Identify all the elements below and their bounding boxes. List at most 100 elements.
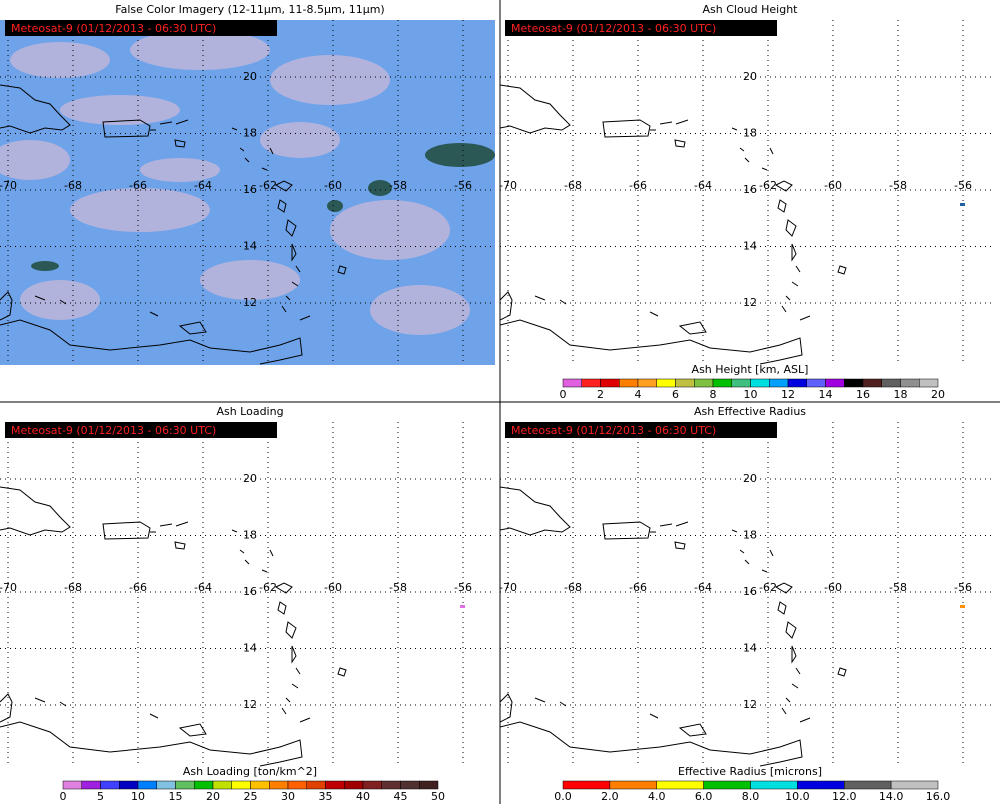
longitude-label: -60 — [824, 581, 842, 594]
longitude-label: -62 — [259, 179, 277, 192]
colorbar-swatch — [797, 780, 845, 790]
latitude-label: 14 — [243, 642, 257, 655]
colorbar-tick: 12 — [781, 388, 795, 401]
longitude-label: -66 — [629, 179, 647, 192]
coastline — [500, 84, 847, 365]
colorbar-swatch — [694, 378, 714, 388]
colorbar-tick: 5 — [97, 790, 104, 803]
longitude-label: -68 — [64, 581, 82, 594]
colorbar-swatch — [344, 780, 364, 790]
colorbar-tick: 20 — [206, 790, 220, 803]
banner: Meteosat-9 (01/12/2013 - 06:30 UTC) — [511, 22, 716, 35]
colorbar-swatch — [250, 780, 270, 790]
colorbar-swatch — [656, 378, 676, 388]
colorbar-tick: 0 — [560, 388, 567, 401]
map-panel: False Color Imagery (12-11μm, 11-8.5μm, … — [0, 3, 495, 365]
longitude-label: -58 — [889, 179, 907, 192]
latitude-label: 16 — [243, 183, 257, 196]
ash-pixel — [460, 605, 465, 608]
colorbar-swatch — [750, 780, 798, 790]
colorbar-swatch — [194, 780, 214, 790]
banner: Meteosat-9 (01/12/2013 - 06:30 UTC) — [11, 22, 216, 35]
cloud — [130, 30, 270, 70]
colorbar-tick: 2.0 — [601, 790, 619, 803]
longitude-label: -68 — [64, 179, 82, 192]
cloud — [370, 285, 470, 335]
colorbar-swatch — [81, 780, 101, 790]
longitude-label: -58 — [889, 581, 907, 594]
colorbar-swatch — [269, 780, 289, 790]
longitude-label: -68 — [564, 581, 582, 594]
colorbar-tick: 25 — [244, 790, 258, 803]
latitude-label: 16 — [243, 585, 257, 598]
colorbar-swatch — [919, 378, 939, 388]
map-panel: Ash Effective Radius 20 18 16 14 12 -70 -68 -66 -… — [499, 405, 995, 803]
cloud — [70, 188, 210, 232]
colorbar-tick: 12.0 — [832, 790, 857, 803]
colorbar-tick: 6 — [672, 388, 679, 401]
colorbar-swatch — [750, 378, 770, 388]
colorbar-tick: 8.0 — [742, 790, 760, 803]
colorbar-swatch — [609, 780, 657, 790]
colorbar-tick: 16 — [856, 388, 870, 401]
colorbar-swatch — [731, 378, 751, 388]
colorbar-swatch — [156, 780, 176, 790]
latitude-label: 20 — [743, 472, 757, 485]
longitude-label: -70 — [499, 179, 517, 192]
latitude-label: 16 — [743, 585, 757, 598]
coastline — [500, 486, 847, 767]
ash-signal — [327, 200, 343, 212]
banner-bg — [505, 20, 777, 36]
latitude-label: 18 — [243, 127, 257, 140]
colorbar-tick: 2 — [597, 388, 604, 401]
ash-signal — [31, 261, 59, 271]
cloud — [0, 140, 70, 180]
colorbar-tick: 8 — [710, 388, 717, 401]
latitude-label: 16 — [743, 183, 757, 196]
colorbar-swatch — [562, 378, 582, 388]
cloud — [200, 260, 300, 300]
longitude-label: -56 — [454, 179, 472, 192]
colorbar-tick: 0.0 — [554, 790, 572, 803]
coastline — [0, 486, 347, 767]
map-area — [0, 20, 495, 365]
longitude-label: -64 — [694, 581, 712, 594]
colorbar-swatch — [325, 780, 345, 790]
latitude-label: 20 — [743, 70, 757, 83]
colorbar-swatch — [656, 780, 704, 790]
latitude-label: 14 — [743, 642, 757, 655]
colorbar-swatch — [212, 780, 232, 790]
longitude-label: -62 — [759, 179, 777, 192]
colorbar-tick: 40 — [356, 790, 370, 803]
latitude-label: 12 — [743, 296, 757, 309]
colorbar-tick: 50 — [431, 790, 445, 803]
colorbar-swatch — [619, 378, 639, 388]
colorbar-swatch — [381, 780, 401, 790]
colorbar-swatch — [675, 378, 695, 388]
latitude-label: 18 — [243, 529, 257, 542]
colorbar-swatch — [600, 378, 620, 388]
colorbar-swatch — [100, 780, 120, 790]
ash-pixel — [960, 203, 965, 206]
colorbar-tick: 16.0 — [926, 790, 951, 803]
colorbar-swatch — [400, 780, 420, 790]
longitude-label: -56 — [954, 581, 972, 594]
latitude-label: 14 — [243, 240, 257, 253]
longitude-label: -56 — [454, 581, 472, 594]
colorbar-swatch — [119, 780, 139, 790]
cloud — [270, 55, 390, 105]
colorbar-swatch — [787, 378, 807, 388]
colorbar-tick: 14 — [819, 388, 833, 401]
colorbar-swatch — [881, 378, 901, 388]
colorbar-swatch — [287, 780, 307, 790]
colorbar-swatch — [769, 378, 789, 388]
longitude-label: -62 — [259, 581, 277, 594]
longitude-label: -60 — [824, 179, 842, 192]
colorbar-label: Effective Radius [microns] — [678, 765, 822, 778]
latitude-label: 20 — [243, 472, 257, 485]
longitude-label: -66 — [129, 581, 147, 594]
colorbar-swatch — [306, 780, 326, 790]
latitude-label: 12 — [243, 698, 257, 711]
latitude-label: 18 — [743, 127, 757, 140]
colorbar-swatch — [806, 378, 826, 388]
